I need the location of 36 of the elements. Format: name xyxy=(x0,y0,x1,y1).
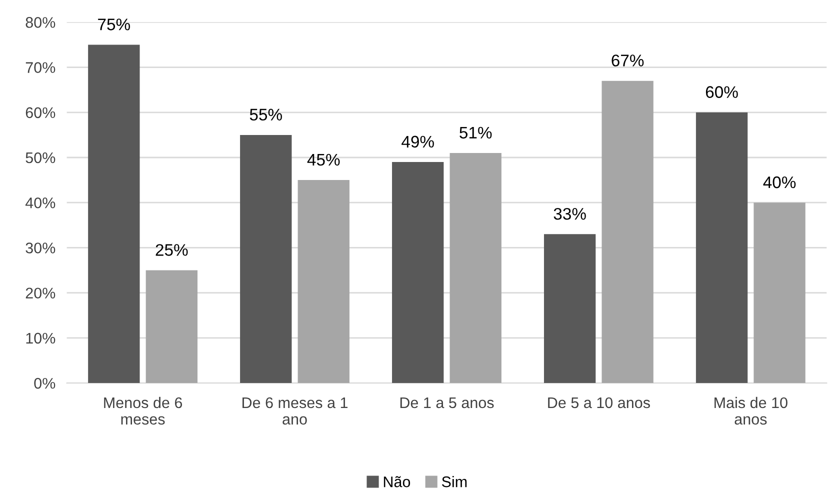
x-tick-label: De 5 a 10 anos xyxy=(548,397,650,408)
data-label: 25% xyxy=(156,244,188,256)
bar xyxy=(298,180,350,384)
y-tick-label: 0% xyxy=(34,378,56,389)
x-tick-label: Mais de 10 anos xyxy=(714,396,788,425)
y-tick-label: 20% xyxy=(26,288,56,299)
y-tick-label: 80% xyxy=(26,17,56,28)
data-label: 55% xyxy=(250,108,282,121)
x-tick-label: Menos de 6 meses xyxy=(104,396,182,425)
y-tick-label: 70% xyxy=(26,62,56,73)
bar xyxy=(240,134,292,384)
data-label: 33% xyxy=(554,208,586,220)
bar xyxy=(392,162,444,384)
x-tick-label: De 1 a 5 anos xyxy=(400,397,494,408)
y-tick-label: 40% xyxy=(25,197,56,208)
bar xyxy=(544,234,596,384)
bar xyxy=(146,270,198,384)
data-label: 40% xyxy=(763,176,796,188)
data-label: 51% xyxy=(460,126,492,139)
data-label: 75% xyxy=(98,18,130,30)
y-tick-label: 30% xyxy=(26,242,56,254)
data-label: 60% xyxy=(706,86,738,98)
bar xyxy=(450,152,502,384)
legend-label: Não xyxy=(384,476,410,488)
bar xyxy=(88,44,140,384)
data-label: 49% xyxy=(402,136,434,148)
y-tick-label: 10% xyxy=(26,332,56,344)
bar xyxy=(696,112,748,384)
x-tick-label: De 6 meses a 1 ano xyxy=(242,397,348,425)
legend-label: Sim xyxy=(442,476,467,488)
y-tick-label: 60% xyxy=(26,107,56,118)
data-label: 45% xyxy=(307,154,340,166)
bar xyxy=(754,202,806,384)
data-label: 67% xyxy=(612,54,644,66)
y-tick-label: 50% xyxy=(26,152,56,164)
bar xyxy=(602,80,654,384)
